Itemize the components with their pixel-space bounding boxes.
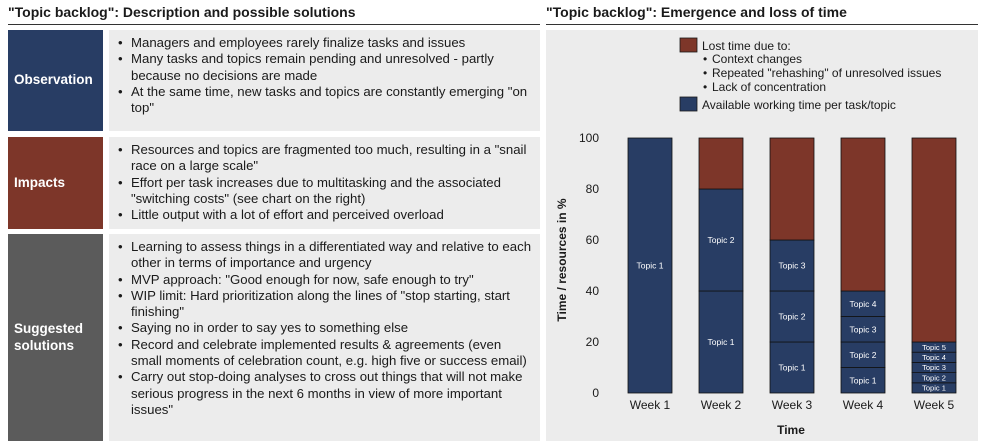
bar-segment-label: Topic 2 [922, 373, 946, 382]
x-tick-label: Week 1 [630, 398, 671, 412]
y-axis-title: Time / resources in % [555, 198, 569, 321]
y-tick-label: 80 [586, 182, 600, 196]
solutions-label: Suggested solutions [8, 234, 103, 441]
observation-bullet-list: Managers and employees rarely finalize t… [117, 35, 534, 116]
bar-segment-available [627, 137, 673, 394]
chart-panel [546, 30, 978, 441]
bar-segment-available [840, 316, 886, 343]
x-tick-label: Week 5 [914, 398, 955, 412]
y-tick-label: 0 [592, 386, 599, 400]
bar-segment-lost [769, 137, 815, 241]
impacts-bullet: Effort per task increases due to multita… [117, 175, 534, 208]
y-tick-label: 100 [579, 131, 599, 145]
legend-bullet-dot: • [703, 80, 707, 94]
bar-segment-available [769, 341, 815, 394]
bar-segment-label: Topic 1 [922, 384, 946, 393]
bar-segment-available [840, 367, 886, 394]
observation-content: Managers and employees rarely finalize t… [109, 30, 540, 131]
impacts-bullet: Little output with a lot of effort and p… [117, 207, 534, 224]
solutions-bullet: MVP approach: "Good enough for now, safe… [117, 272, 534, 289]
impacts-row: Impacts Resources and topics are fragmen… [8, 137, 540, 229]
legend-lost-item: Lack of concentration [712, 80, 826, 94]
observation-bullet: At the same time, new tasks and topics a… [117, 84, 534, 117]
bar-segment-lost [698, 137, 744, 190]
legend-lost-item: Repeated "rehashing" of unresolved issue… [712, 66, 941, 80]
bar-segment-label: Topic 1 [779, 363, 806, 373]
legend-lost-label: Lost time due to: [702, 39, 791, 53]
bar-segment-label: Topic 4 [850, 299, 877, 309]
legend-lost-item: Context changes [712, 52, 802, 66]
solutions-bullet: Record and celebrate implemented results… [117, 337, 534, 370]
solutions-content: Learning to assess things in a different… [109, 234, 540, 441]
y-tick-label: 20 [586, 335, 600, 349]
impacts-bullet-list: Resources and topics are fragmented too … [117, 142, 534, 224]
legend-available-swatch [679, 96, 698, 112]
solutions-bullet: WIP limit: Hard prioritization along the… [117, 288, 534, 321]
bar-segment-label: Topic 1 [708, 337, 735, 347]
legend-bullet-dot: • [703, 52, 707, 66]
impacts-content: Resources and topics are fragmented too … [109, 137, 540, 229]
bar-segment-available [840, 341, 886, 368]
impacts-bullet: Resources and topics are fragmented too … [117, 142, 534, 175]
impacts-label: Impacts [8, 137, 103, 229]
bar-segment-available [698, 188, 744, 292]
bar-segment-label: Topic 5 [922, 343, 946, 352]
bar-segment-label: Topic 3 [922, 363, 946, 372]
right-title-rule [546, 24, 978, 25]
solutions-bullet-list: Learning to assess things in a different… [117, 239, 534, 418]
bar-segment-label: Topic 2 [779, 312, 806, 322]
bar-segment-label: Topic 3 [779, 261, 806, 271]
observation-label: Observation [8, 30, 103, 131]
bar-segment-label: Topic 2 [708, 235, 735, 245]
x-tick-label: Week 3 [772, 398, 813, 412]
left-title: "Topic backlog": Description and possibl… [8, 4, 356, 20]
legend-lost-swatch [679, 37, 698, 53]
y-tick-label: 60 [586, 233, 600, 247]
bar-segment-label: Topic 4 [922, 353, 946, 362]
right-title: "Topic backlog": Emergence and loss of t… [546, 4, 847, 20]
y-tick-label: 40 [586, 284, 600, 298]
bar-segment-label: Topic 2 [850, 350, 877, 360]
left-title-rule [8, 24, 540, 25]
legend-available-label: Available working time per task/topic [702, 98, 896, 112]
bar-segment-label: Topic 3 [850, 324, 877, 334]
solutions-bullet: Learning to assess things in a different… [117, 239, 534, 272]
observation-row: Observation Managers and employees rarel… [8, 30, 540, 131]
bar-segment-label: Topic 1 [637, 261, 664, 271]
observation-bullet: Managers and employees rarely finalize t… [117, 35, 534, 52]
bar-segment-lost [911, 137, 957, 343]
bar-segment-available [769, 290, 815, 343]
solutions-bullet: Carry out stop-doing analyses to cross o… [117, 369, 534, 418]
x-axis-title: Time [777, 423, 805, 437]
solutions-bullet: Saying no in order to say yes to somethi… [117, 320, 534, 337]
bar-segment-label: Topic 1 [850, 375, 877, 385]
x-tick-label: Week 4 [843, 398, 884, 412]
observation-bullet: Many tasks and topics remain pending and… [117, 51, 534, 84]
x-tick-label: Week 2 [701, 398, 742, 412]
solutions-row: Suggested solutions Learning to assess t… [8, 234, 540, 441]
bar-segment-available [769, 239, 815, 292]
legend-bullet-dot: • [703, 66, 707, 80]
bar-segment-lost [840, 137, 886, 292]
stacked-bar-chart: Lost time due to: • Context changes • Re… [555, 37, 957, 437]
